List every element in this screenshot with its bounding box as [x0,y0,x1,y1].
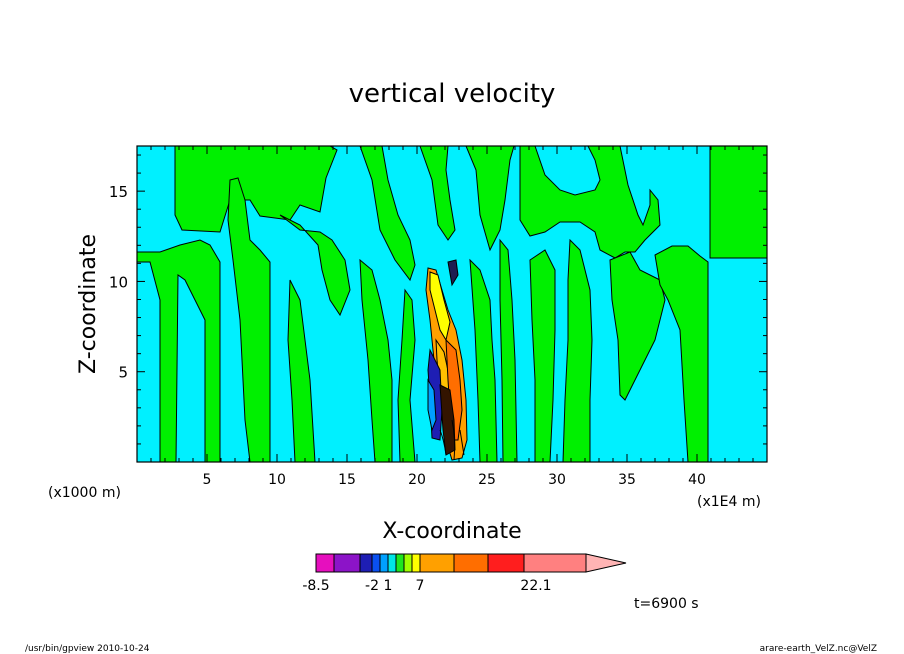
time-label: t=6900 s [634,596,699,612]
legend-swatch [523,553,587,573]
x-tick-label: 15 [338,472,356,488]
legend-swatch [419,553,455,573]
green-region-top-strip [519,146,661,259]
footer-left: /usr/bin/gpview 2010-10-24 [25,644,150,654]
x-tick-label: 10 [268,472,286,488]
x-tick-label: 30 [548,472,566,488]
legend-swatch [315,553,335,573]
legend-tick-label: -8.5 [302,578,329,594]
core-contour-lines [439,419,465,461]
green-region-right-mid [562,238,593,462]
green-region-upper-plume [359,146,416,282]
legend-swatch [453,553,489,573]
x-tick-label: 20 [408,472,426,488]
green-region-right-drop [609,251,666,401]
legend-tick-label: 1 [384,578,393,594]
legend-swatch [411,553,421,573]
green-region-mid-right [469,258,498,462]
x-unit-left: (x1000 m) [48,485,121,501]
green-region-right-tall [529,249,556,462]
chart-title: vertical velocity [349,79,556,109]
green-region-wedge [279,214,351,317]
plot-frame [136,145,768,463]
legend-swatch [333,553,361,573]
y-axis-label: Z-coordinate [76,234,101,374]
x-tick-label: 25 [478,472,496,488]
green-region-far-right-left [654,245,709,462]
y-tick-label: 15 [109,183,128,201]
legend-swatch [395,553,405,573]
x-axis-label: X-coordinate [382,519,521,544]
green-region-far-right-top [709,146,767,259]
green-region-column-a [287,279,316,462]
green-region-left-column [137,146,221,462]
legend-ticks: -8.5 -2 1 7 22.1 [302,578,551,594]
legend-swatch [371,553,381,573]
convective-core [425,259,468,461]
core-upper-dark [447,259,459,287]
green-region-upper-right [465,146,515,252]
x-tick-label: 40 [688,472,706,488]
green-region-upper-center [419,146,456,241]
legend-swatch [359,553,373,573]
green-region-center-left [227,177,271,462]
x-axis: 5 10 15 20 25 30 35 40 [150,146,754,488]
legend-tick-label: -2 [365,578,379,594]
legend-swatch [379,553,389,573]
green-regions [137,146,767,462]
green-region-column-b [359,258,393,462]
y-tick-label: 5 [118,364,128,382]
legend-arrow [585,553,627,573]
x-tick-label: 5 [203,472,212,488]
green-region-right-column [499,238,518,462]
x-tick-label: 35 [618,472,636,488]
legend-swatch [487,553,525,573]
plot-area [137,146,767,462]
core-cyan-strip [427,378,437,432]
color-legend [315,553,627,573]
y-tick-label: 10 [109,273,128,291]
y-axis: 5 10 15 [109,154,767,445]
legend-swatch [387,553,397,573]
legend-tick-label: 22.1 [520,578,551,594]
footer-right: arare-earth_VelZ.nc@VelZ [760,644,877,654]
green-region-column-c [397,288,416,462]
legend-tick-label: 7 [416,578,425,594]
x-unit-right: (x1E4 m) [697,494,761,510]
legend-swatch [403,553,413,573]
